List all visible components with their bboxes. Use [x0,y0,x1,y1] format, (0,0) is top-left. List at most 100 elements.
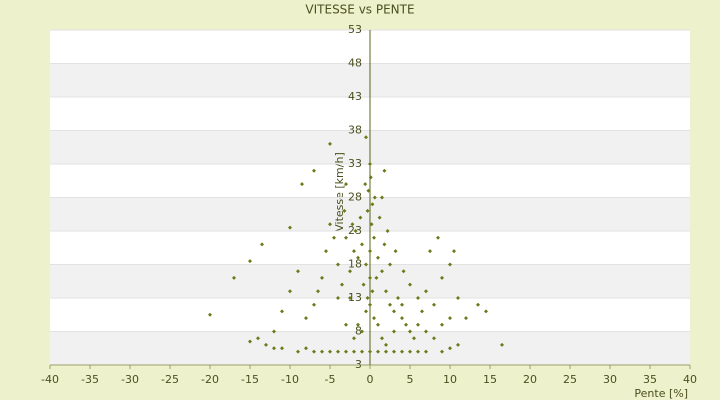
x-tick-label: 35 [643,373,657,386]
point [328,349,332,354]
point [364,309,368,314]
point [304,346,308,351]
point [312,168,316,173]
point [363,182,368,187]
point [376,255,380,260]
point [365,296,370,300]
x-tick-label: 0 [367,373,374,386]
point [396,296,400,300]
chart-title: VITESSE vs PENTE [305,3,414,17]
point [208,312,212,317]
point [288,225,292,230]
point [448,346,452,351]
point [448,262,452,267]
point [344,182,348,187]
y-tick-label: 13 [348,291,362,304]
y-tick-label: 38 [348,124,362,137]
point [336,296,340,300]
point [356,255,360,260]
point [358,215,363,220]
point [256,336,260,341]
point [392,329,396,334]
point [366,188,371,193]
point [408,282,412,287]
point [436,235,440,240]
point [400,316,404,321]
point [304,316,308,321]
point [368,275,372,280]
x-tick-label: -10 [281,373,299,386]
point [368,162,372,166]
point [365,208,370,213]
x-tick-label: -20 [201,373,219,386]
point [392,349,396,354]
y-tick-label: 43 [348,90,362,103]
point [360,349,364,354]
y-tick-label: 8 [355,325,362,338]
x-tick-label: 30 [603,373,617,386]
y-tick-label: 18 [348,258,362,271]
point [456,342,460,347]
point [288,289,292,294]
point [336,349,340,354]
point [382,168,387,173]
y-tick-label: 33 [348,157,362,170]
point [448,316,452,321]
point [360,329,364,334]
point [380,195,384,200]
point [280,309,284,314]
point [368,349,372,354]
point [280,346,284,351]
point [368,302,372,307]
point [401,269,406,274]
point [316,289,320,294]
y-axis-title: Vitesse [km/h] [333,152,346,232]
x-tick-label: -35 [81,373,99,386]
point [352,249,356,254]
point [300,182,304,187]
point [332,235,336,240]
point [376,349,380,354]
point [440,275,444,280]
x-tick-label: -30 [121,373,139,386]
point [416,349,420,354]
y-tick-label: 28 [348,191,362,204]
point [376,322,380,327]
point [364,262,368,267]
point [356,322,360,327]
x-tick-label: -40 [41,373,59,386]
point [364,135,368,140]
x-tick-label: 15 [483,373,497,386]
point [428,249,432,254]
point [260,242,264,247]
point [353,229,358,233]
point [385,229,390,233]
point [361,282,366,287]
point [377,215,382,220]
point [272,346,276,351]
point [232,275,236,280]
point [312,302,316,307]
point [408,329,412,334]
x-tick-label: 25 [563,373,577,386]
point [400,302,404,307]
point [420,309,424,314]
y-tick-label: 53 [348,23,362,36]
point [384,289,388,294]
point [350,222,355,227]
point [392,309,396,314]
point [372,235,376,240]
point [248,339,252,344]
point [484,309,488,314]
point [432,336,436,341]
x-tick-label: 20 [523,373,537,386]
point [348,269,352,274]
point [400,349,404,354]
point [380,269,384,274]
x-tick-label: -25 [161,373,179,386]
point [369,222,374,227]
point [393,249,398,254]
point [440,322,444,327]
point [340,282,344,287]
x-tick-label: 10 [443,373,457,386]
